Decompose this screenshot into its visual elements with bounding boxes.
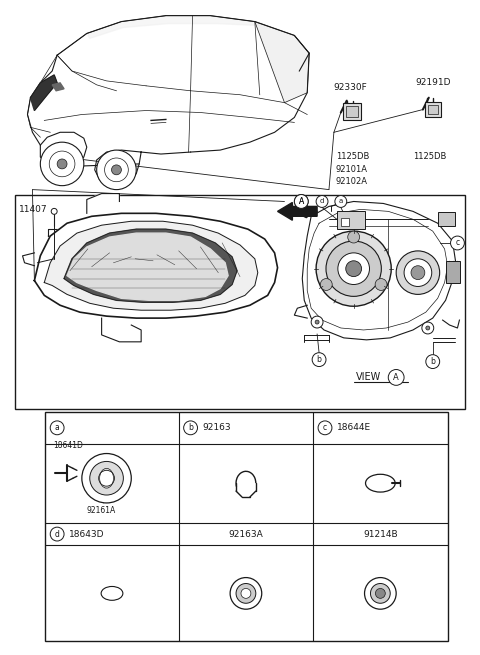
Text: A: A [299,197,304,206]
Text: 1125DB: 1125DB [413,153,446,162]
Circle shape [371,584,390,603]
Bar [438,212,456,226]
Text: 18643D: 18643D [69,530,105,538]
Circle shape [335,196,347,208]
Circle shape [241,588,251,598]
Circle shape [57,159,67,169]
Text: 18644E: 18644E [337,423,371,432]
Circle shape [426,326,430,330]
Text: 92161A: 92161A [87,506,116,515]
Text: b: b [317,355,322,364]
Text: 92102A: 92102A [336,178,368,186]
Circle shape [316,196,328,208]
Circle shape [90,461,123,495]
Circle shape [99,470,114,486]
Bar [346,105,358,117]
Bar [428,105,438,115]
Polygon shape [64,229,237,303]
Circle shape [375,278,387,290]
Circle shape [338,253,370,284]
Circle shape [318,421,332,435]
Text: c: c [456,238,459,248]
Polygon shape [52,83,64,91]
Circle shape [311,316,323,328]
Circle shape [294,195,308,208]
Circle shape [294,195,308,208]
Text: 92163A: 92163A [228,530,264,538]
Bar [445,261,460,282]
Text: b: b [188,423,193,432]
Circle shape [451,236,464,250]
Circle shape [111,165,121,175]
Circle shape [96,150,136,189]
Text: b: b [430,357,435,366]
Bar [425,102,441,117]
Text: a: a [339,198,343,204]
Text: A: A [393,373,399,382]
Text: 92163: 92163 [203,423,231,432]
Circle shape [388,369,404,385]
FancyArrow shape [277,202,317,220]
Circle shape [411,266,425,280]
Circle shape [316,231,391,307]
Text: 11407: 11407 [19,205,47,214]
Circle shape [40,142,84,185]
Circle shape [326,241,381,296]
Circle shape [404,259,432,286]
Text: d: d [320,197,324,206]
Text: A: A [299,197,304,206]
Circle shape [375,588,385,598]
Ellipse shape [101,586,123,600]
Circle shape [346,261,361,276]
Circle shape [312,352,326,367]
Polygon shape [87,194,120,214]
Bar [45,412,447,641]
Circle shape [348,231,360,243]
Text: 92191D: 92191D [415,79,451,87]
Circle shape [364,578,396,609]
Polygon shape [102,318,141,342]
Polygon shape [87,16,260,39]
Polygon shape [23,253,35,266]
Circle shape [422,322,434,334]
Circle shape [50,527,64,541]
Circle shape [184,421,197,435]
Circle shape [396,251,440,294]
Text: c: c [323,423,327,432]
Text: 91214B: 91214B [363,530,397,538]
Text: 92101A: 92101A [336,165,368,174]
Circle shape [82,453,131,503]
Text: 18641D: 18641D [53,441,83,450]
Polygon shape [255,22,309,103]
Polygon shape [30,75,57,111]
Polygon shape [67,233,228,301]
Circle shape [49,151,75,177]
Circle shape [50,421,64,435]
Polygon shape [302,202,456,340]
Text: d: d [55,530,60,538]
Circle shape [230,578,262,609]
Bar [14,195,466,409]
Text: a: a [55,423,60,432]
Circle shape [236,584,256,603]
Bar [341,218,349,226]
Text: VIEW: VIEW [356,373,381,383]
Bar [337,212,364,229]
Bar [343,103,360,121]
Text: 1125DB: 1125DB [336,153,369,162]
Polygon shape [44,221,258,310]
Circle shape [315,320,319,324]
Circle shape [51,208,57,214]
Circle shape [105,158,128,181]
Text: 92330F: 92330F [334,83,368,92]
Text: d: d [320,198,324,204]
Circle shape [320,278,332,290]
Polygon shape [35,214,277,318]
Circle shape [426,354,440,369]
